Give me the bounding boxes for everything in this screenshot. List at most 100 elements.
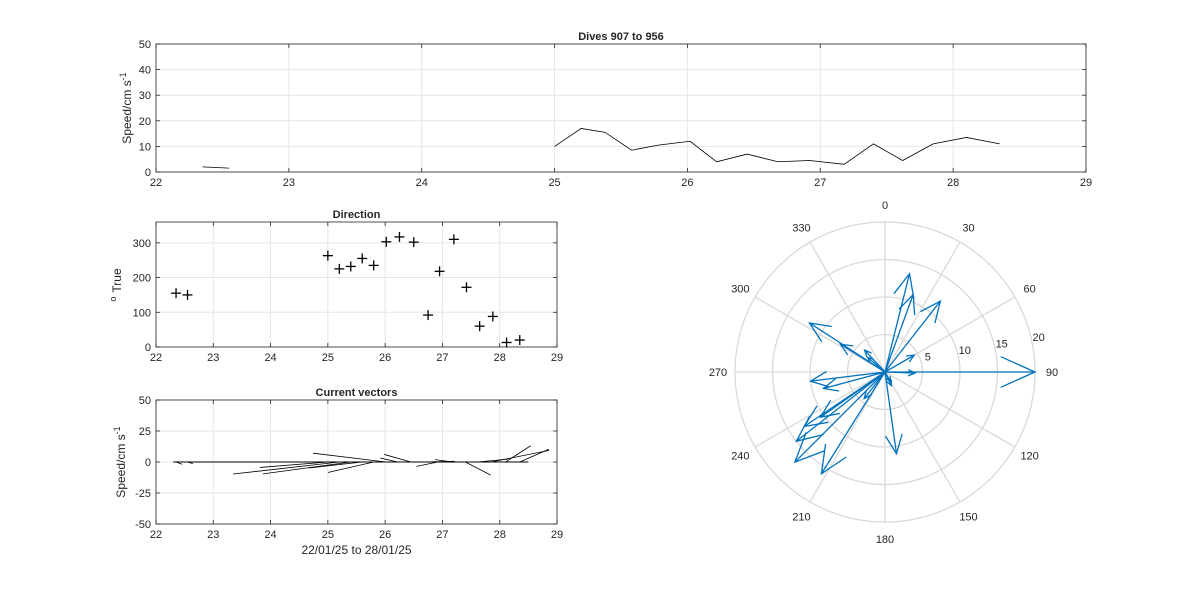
current-arrow xyxy=(884,371,903,456)
y-tick-label: -50 xyxy=(135,519,151,531)
direction-point xyxy=(434,266,445,277)
current-arrow xyxy=(802,371,886,428)
x-axis-label: 22/01/25 to 28/01/25 xyxy=(301,543,411,557)
direction-point xyxy=(381,236,392,247)
x-tick-label: 22 xyxy=(150,529,162,541)
polar-spoke xyxy=(884,371,961,503)
speed-series-line xyxy=(554,128,1000,165)
current-arrow-head xyxy=(808,370,829,388)
current-arrow-head xyxy=(898,292,916,316)
current-arrow-shaft xyxy=(820,371,886,475)
current-arrow-shaft xyxy=(884,294,914,373)
polar-compass-plot: 0 30 60 90 120 150 180 210 240 270 300 330 5 10 15 20 xyxy=(709,200,1058,546)
current-vector-stick xyxy=(187,461,193,464)
polar-angle-label: 90 xyxy=(1046,367,1058,379)
y-tick-label: 0 xyxy=(145,457,151,469)
current-arrow xyxy=(793,371,886,464)
direction-point xyxy=(322,250,333,261)
x-tick-label: 26 xyxy=(681,177,693,189)
y-tick-label: 0 xyxy=(145,342,151,354)
current-vector-stick xyxy=(233,461,340,475)
speed-series-line xyxy=(202,166,230,169)
direction-point xyxy=(461,282,472,293)
y-tick-label: 50 xyxy=(139,39,151,51)
direction-point xyxy=(474,321,485,332)
y-tick-label: 40 xyxy=(139,65,151,77)
direction-point xyxy=(334,263,345,274)
current-arrow xyxy=(820,371,886,476)
y-axis-label-superscript: -1 xyxy=(112,426,122,434)
polar-spoke xyxy=(754,296,886,373)
current-arrow-head xyxy=(821,377,840,392)
current-vector-stick xyxy=(519,448,549,463)
polar-angle-label: 270 xyxy=(709,367,727,379)
polar-angle-label: 330 xyxy=(792,222,810,234)
y-tick-label: 10 xyxy=(139,141,151,153)
x-tick-label: 22 xyxy=(150,177,162,189)
current-arrow-shaft xyxy=(803,371,886,428)
y-axis-label: o True xyxy=(108,268,124,302)
x-tick-label: 28 xyxy=(494,352,506,364)
current-arrow-shaft xyxy=(884,300,941,373)
x-tick-label: 27 xyxy=(436,529,448,541)
direction-point xyxy=(182,289,193,300)
direction-point xyxy=(501,337,512,348)
polar-angle-label: 60 xyxy=(1024,284,1036,296)
y-tick-label: 50 xyxy=(139,395,151,407)
chart-title: Current vectors xyxy=(316,387,398,399)
direction-point xyxy=(345,261,356,272)
current-arrow-shaft xyxy=(794,371,886,463)
y-tick-label: 100 xyxy=(133,307,151,319)
current-vector-stick xyxy=(175,461,183,465)
speed-time-plot: 22 23 24 25 26 27 28 29 0 10 20 30 40 50 Dives 907 to … xyxy=(118,31,1092,189)
current-arrow-head xyxy=(885,375,892,384)
direction-point xyxy=(487,311,498,322)
current-arrow xyxy=(808,370,886,388)
polar-spoke xyxy=(809,241,886,373)
y-axis-label-superscript: -1 xyxy=(118,72,128,80)
current-arrow-shaft xyxy=(884,273,911,373)
x-tick-label: 25 xyxy=(548,177,560,189)
current-vectors-plot: 22 23 24 25 26 27 28 29 -50 -25 0 25 50 Current vecto… xyxy=(112,387,563,557)
polar-spoke xyxy=(884,241,961,373)
x-tick-label: 23 xyxy=(207,352,219,364)
y-axis-label-group: o True xyxy=(108,268,124,302)
y-axis-label-text: Speed/cm s xyxy=(120,80,134,143)
polar-angle-label: 120 xyxy=(1020,451,1038,463)
current-arrow xyxy=(839,343,886,373)
current-arrow xyxy=(884,354,916,373)
current-arrow-head xyxy=(1000,356,1037,388)
current-arrow-shaft xyxy=(884,371,892,383)
current-arrow-shaft xyxy=(823,371,886,390)
x-tick-label: 29 xyxy=(551,529,563,541)
current-vector-stick xyxy=(259,461,328,468)
y-tick-label: 20 xyxy=(139,116,151,128)
y-axis-label-text: Speed/cm s xyxy=(114,434,128,497)
current-arrow-shaft xyxy=(810,371,886,382)
current-vector-stick xyxy=(465,461,491,476)
current-arrow-head xyxy=(886,379,893,388)
current-vector-stick xyxy=(416,461,438,467)
current-arrow xyxy=(866,356,886,373)
x-tick-label: 24 xyxy=(264,352,276,364)
direction-point xyxy=(408,237,419,248)
current-vector-stick xyxy=(380,457,398,463)
polar-spoke xyxy=(809,371,886,503)
current-arrow-head xyxy=(839,343,854,356)
x-tick-label: 23 xyxy=(283,177,295,189)
y-axis-label: Speed/cm s-1 xyxy=(118,72,134,143)
y-tick-label: -25 xyxy=(135,488,151,500)
x-tick-label: 28 xyxy=(947,177,959,189)
x-tick-label: 25 xyxy=(322,529,334,541)
current-arrow xyxy=(884,371,892,384)
current-arrow xyxy=(884,299,942,373)
current-arrow-head xyxy=(802,405,829,428)
current-arrow xyxy=(821,371,886,392)
direction-point xyxy=(357,253,368,264)
current-arrow-head xyxy=(863,390,872,400)
current-vector-stick xyxy=(384,454,412,463)
polar-angle-label: 150 xyxy=(959,512,977,524)
x-tick-label: 29 xyxy=(1080,177,1092,189)
x-tick-label: 25 xyxy=(322,352,334,364)
